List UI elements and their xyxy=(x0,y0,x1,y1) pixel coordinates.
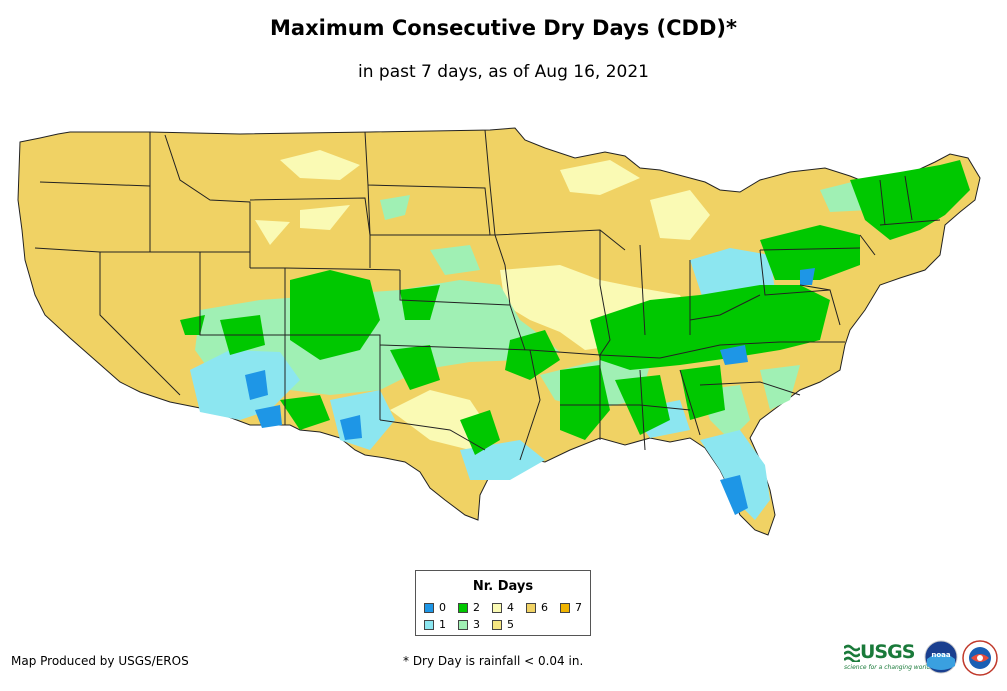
nws-logo xyxy=(962,640,998,676)
state-borders xyxy=(34,129,941,461)
credit-text: Map Produced by USGS/EROS xyxy=(11,654,189,668)
legend-swatch xyxy=(458,602,468,613)
legend-item: 1 xyxy=(424,618,446,631)
legend-swatch xyxy=(526,602,536,613)
wet-0-days-areas xyxy=(245,268,815,515)
legend-item: 0 xyxy=(424,601,446,614)
legend-label: 4 xyxy=(507,601,514,614)
legend-swatch xyxy=(492,619,502,630)
usgs-waves-icon xyxy=(844,644,860,662)
legend-label: 3 xyxy=(473,618,480,631)
legend-label: 1 xyxy=(439,618,446,631)
legend-label: 6 xyxy=(541,601,548,614)
legend-item: 7 xyxy=(560,601,582,614)
legend-title: Nr. Days xyxy=(472,579,534,594)
footnote-text: * Dry Day is rainfall < 0.04 in. xyxy=(403,654,584,668)
noaa-logo-text: noaa xyxy=(931,651,951,659)
legend-item: 5 xyxy=(492,618,514,631)
usgs-logo: USGS science for a changing world xyxy=(844,641,930,673)
legend-label: 2 xyxy=(473,601,480,614)
legend-items: 0 2 4 6 7 1 3 5 xyxy=(424,601,590,635)
legend-swatch xyxy=(424,619,434,630)
legend-item: 2 xyxy=(458,601,480,614)
noaa-logo: noaa xyxy=(924,640,958,674)
legend-label: 0 xyxy=(439,601,446,614)
legend-swatch xyxy=(458,619,468,630)
usgs-tagline: science for a changing world xyxy=(844,664,931,671)
legend-swatch xyxy=(424,602,434,613)
us-dry-days-map xyxy=(17,127,981,536)
legend-item: 4 xyxy=(492,601,514,614)
legend-label: 7 xyxy=(575,601,582,614)
legend-swatch xyxy=(560,602,570,613)
legend-swatch xyxy=(492,602,502,613)
wet-2-days-areas xyxy=(180,160,970,455)
legend-label: 5 xyxy=(507,618,514,631)
map-subtitle: in past 7 days, as of Aug 16, 2021 xyxy=(358,62,649,82)
legend-item: 3 xyxy=(458,618,480,631)
usgs-wordmark: USGS xyxy=(860,641,915,663)
legend-box: Nr. Days 0 2 4 6 7 1 3 xyxy=(415,570,591,636)
map-title: Maximum Consecutive Dry Days (CDD)* xyxy=(270,16,737,40)
legend-item: 6 xyxy=(526,601,548,614)
